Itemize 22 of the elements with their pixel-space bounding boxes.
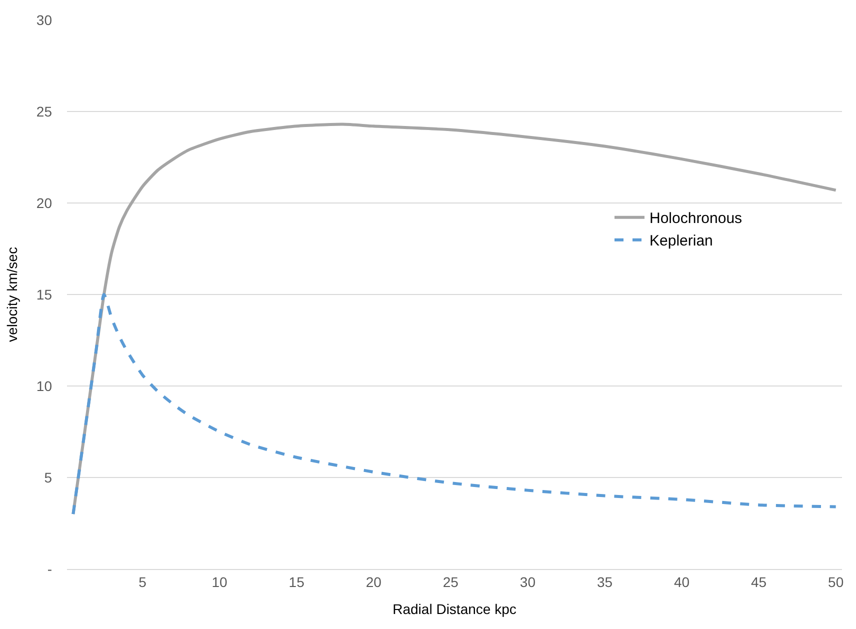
- y-tick-label: 20: [36, 194, 52, 211]
- x-tick-label: 25: [442, 574, 459, 590]
- x-tick-label: 35: [596, 574, 613, 590]
- x-axis-title: Radial Distance kpc: [392, 601, 516, 618]
- y-tick-label: 5: [44, 469, 52, 486]
- legend-label: Holochronous: [650, 210, 742, 228]
- x-tick-label: 50: [828, 574, 844, 590]
- x-tick-label: 30: [520, 574, 536, 590]
- y-axis-title: velocity km/sec: [4, 247, 20, 342]
- y-tick-label: 25: [36, 103, 52, 120]
- x-tick-label: 15: [288, 574, 305, 590]
- y-tick-label: -: [47, 560, 52, 577]
- y-tick-label: 10: [36, 378, 52, 394]
- y-tick-label: 30: [36, 12, 52, 28]
- y-tick-label: 15: [36, 286, 52, 302]
- legend-label: Keplerian: [650, 232, 713, 250]
- x-tick-label: 40: [674, 574, 690, 590]
- x-tick-label: 5: [138, 574, 147, 590]
- line-series: [72, 293, 838, 516]
- x-tick-label: 20: [366, 574, 382, 590]
- x-tick-label: 10: [212, 574, 228, 590]
- x-tick-label: 45: [751, 574, 767, 590]
